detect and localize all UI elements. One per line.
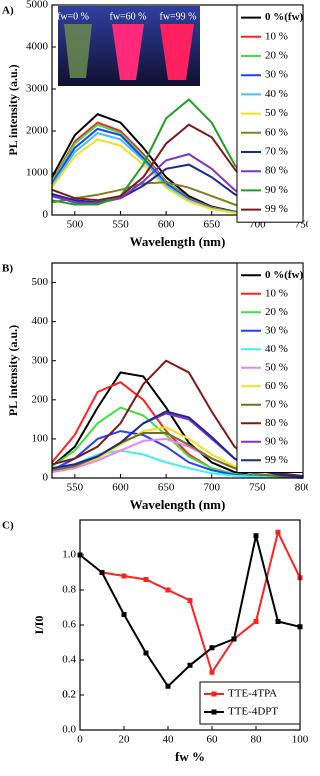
point [143, 577, 149, 582]
x-tick-label: 600 [158, 219, 175, 231]
x-tick-label: 80 [251, 734, 263, 746]
legend-label: 20 % [265, 306, 288, 318]
point [275, 529, 281, 535]
point [187, 598, 193, 603]
x-tick-label: 700 [203, 482, 220, 494]
legend-label: 60 % [265, 380, 288, 392]
point [253, 533, 259, 539]
y-tick-label: 300 [32, 354, 49, 366]
x-tick-label: 800 [295, 482, 308, 494]
series-line [51, 449, 303, 479]
legend-label: 90 % [265, 184, 288, 196]
y-axis-label: PL intensity (a.u.) [6, 64, 20, 155]
x-axis-label: fw % [175, 749, 205, 764]
panel-label: C) [2, 520, 14, 532]
y-tick-label: 500 [32, 276, 49, 288]
y-tick-label: 0 [43, 209, 49, 221]
x-tick-label: 750 [249, 482, 266, 494]
plot-frame [79, 519, 301, 731]
legend-label: 30 % [265, 324, 288, 336]
point [121, 612, 127, 617]
y-tick-label: 0.8 [62, 584, 76, 596]
y-tick-label: 0.4 [62, 654, 76, 666]
legend-label: 0 %(fw) [265, 269, 304, 281]
x-axis-label: Wavelength (nm) [130, 497, 226, 512]
point [253, 619, 259, 624]
legend-marker [211, 709, 217, 715]
legend-label: 40 % [265, 343, 288, 355]
legend-label: 80 % [265, 165, 288, 177]
point [121, 573, 127, 579]
y-tick-label: 5000 [26, 0, 49, 11]
x-tick-label: 550 [67, 482, 84, 494]
legend-label: 40 % [265, 88, 288, 100]
y-tick-label: 3000 [26, 83, 49, 95]
legend-label: 90 % [265, 435, 288, 447]
x-tick-label: 650 [203, 219, 220, 231]
y-tick-label: 400 [32, 315, 49, 327]
point [231, 636, 237, 642]
point [165, 587, 171, 593]
legend-box [199, 681, 301, 725]
legend-marker [211, 691, 217, 697]
y-tick-label: 100 [32, 432, 49, 444]
legend-label: 10 % [265, 30, 288, 42]
point [165, 683, 171, 689]
legend-label: 70 % [265, 398, 288, 410]
x-tick-label: 500 [67, 219, 84, 231]
point [99, 570, 105, 575]
legend-label: 70 % [265, 146, 288, 158]
legend-label: 60 % [265, 126, 288, 138]
panel-label: A) [2, 5, 14, 17]
y-axis-label: I/I0 [32, 616, 46, 635]
legend-label: TTE-4TPA [228, 688, 277, 700]
vial [160, 24, 194, 80]
legend-label: 99 % [265, 203, 288, 215]
inset-label: fw=60 % [109, 11, 146, 22]
y-tick-label: 0.2 [62, 689, 76, 701]
point [209, 645, 215, 651]
legend-label: 99 % [265, 454, 288, 466]
y-tick-label: 200 [32, 393, 49, 405]
legend-label: 10 % [265, 287, 288, 299]
x-tick-label: 600 [112, 482, 129, 494]
x-tick-label: 100 [292, 734, 308, 746]
x-tick-label: 60 [207, 734, 219, 746]
x-tick-label: 650 [158, 482, 175, 494]
y-tick-label: 0.6 [62, 619, 76, 631]
inset-photo [58, 6, 200, 86]
inset-label: fw=99 % [159, 11, 196, 22]
panel-label: B) [2, 263, 13, 275]
vial [64, 24, 92, 78]
y-tick-label: 4000 [26, 41, 49, 53]
y-tick-label: 0.0 [62, 724, 76, 736]
legend-label: 30 % [265, 69, 288, 81]
point [275, 619, 281, 624]
x-tick-label: 20 [119, 734, 131, 746]
x-axis-label: Wavelength (nm) [130, 234, 226, 249]
y-tick-label: 0 [43, 472, 49, 484]
series-line [101, 529, 301, 675]
legend-label: 50 % [265, 361, 288, 373]
point [209, 669, 215, 675]
point [143, 650, 149, 656]
legend-label: 50 % [265, 107, 288, 119]
x-tick-label: 40 [163, 734, 175, 746]
vial [112, 24, 144, 80]
y-tick-label: 2000 [26, 125, 49, 137]
x-tick-label: 0 [77, 734, 83, 746]
legend-label: 20 % [265, 50, 288, 62]
inset-label: fw=0 % [57, 11, 89, 22]
x-tick-label: 550 [112, 219, 129, 231]
legend-label: 80 % [265, 417, 288, 429]
y-tick-label: 1000 [26, 167, 49, 179]
y-axis-label: PL intensity (a.u.) [6, 325, 20, 416]
legend-label: TTE-4DPT [228, 706, 278, 718]
y-tick-label: 1.0 [62, 549, 76, 561]
legend-label: 0 %(fw) [265, 11, 304, 23]
point [187, 662, 193, 668]
y-tick-label: 0.2 [62, 689, 76, 701]
